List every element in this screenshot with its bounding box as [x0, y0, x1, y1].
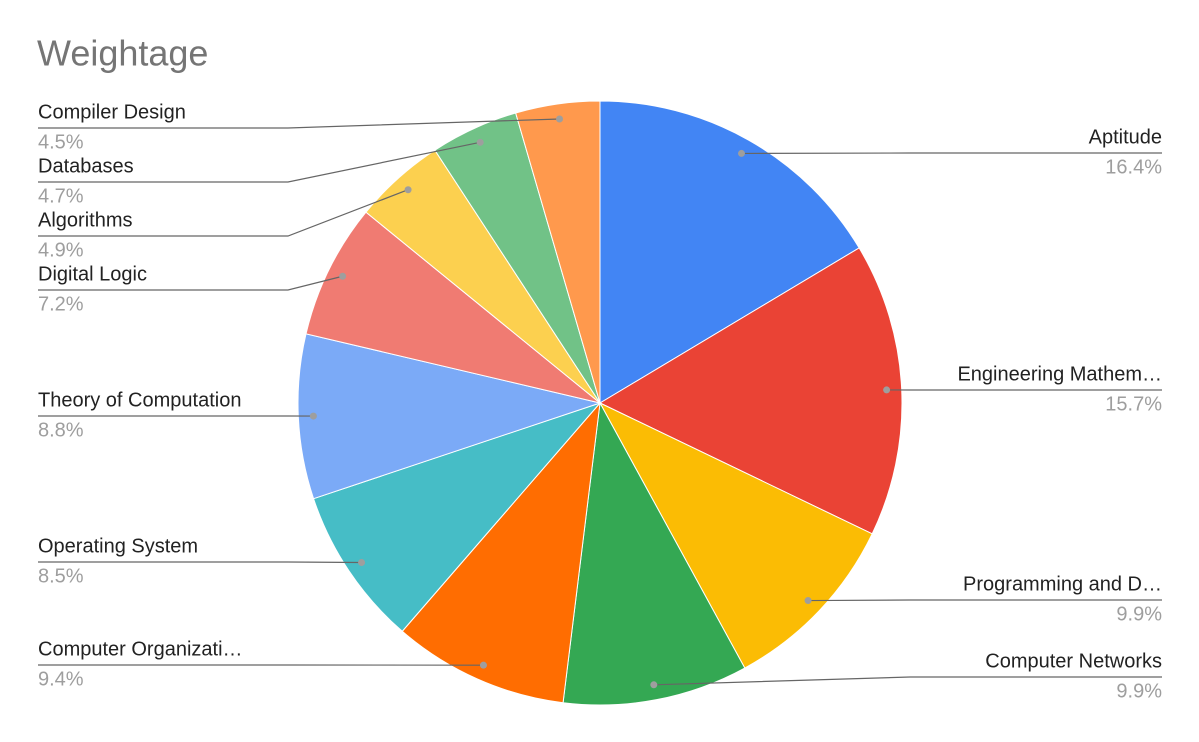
slice-label: Compiler Design — [38, 101, 186, 123]
leader-dot — [358, 559, 366, 567]
slice-label: Algorithms — [38, 209, 132, 231]
slice-label: Digital Logic — [38, 263, 147, 285]
leader-dot — [556, 115, 564, 123]
slice-label: Operating System — [38, 535, 198, 557]
leader-dot — [883, 386, 891, 394]
leader-line — [653, 676, 1162, 686]
leader-dot — [479, 661, 487, 669]
leader-line — [38, 118, 560, 129]
leader-dot — [339, 272, 347, 280]
slice-value-label: 15.7% — [1105, 393, 1162, 415]
slice-value-label: 7.2% — [38, 293, 84, 315]
leader-line — [38, 561, 362, 564]
leader-dot — [309, 412, 317, 420]
pie-slice — [562, 401, 746, 706]
slice-label: Engineering Mathem… — [957, 363, 1162, 385]
slice-label: Computer Networks — [985, 650, 1162, 672]
slice-value-label: 9.9% — [1116, 680, 1162, 702]
leader-line — [38, 141, 481, 183]
slice-value-label: 8.8% — [38, 419, 84, 441]
slice-value-label: 16.4% — [1105, 156, 1162, 178]
leader-dot — [476, 138, 484, 146]
leader-dot — [404, 186, 412, 194]
pie-slice — [297, 333, 602, 500]
slice-label: Theory of Computation — [38, 389, 241, 411]
slice-value-label: 4.5% — [38, 131, 84, 153]
slice-value-label: 8.5% — [38, 565, 84, 587]
slice-value-label: 4.9% — [38, 239, 84, 261]
slice-label: Computer Organizati… — [38, 638, 243, 660]
slice-label: Aptitude — [1089, 126, 1162, 148]
leader-line — [808, 599, 1162, 602]
leader-line — [38, 189, 409, 237]
slice-label: Programming and D… — [963, 573, 1162, 595]
leader-dot — [650, 681, 658, 689]
slice-value-label: 4.7% — [38, 185, 84, 207]
pie-slice — [599, 100, 860, 404]
pie-slice — [598, 247, 903, 535]
pie-slice — [312, 401, 602, 632]
slice-value-label: 9.4% — [38, 668, 84, 690]
chart-title: Weightage — [37, 33, 208, 74]
pie-slice — [401, 401, 601, 704]
pie-slice — [515, 100, 601, 404]
slice-label: Databases — [38, 155, 134, 177]
slice-value-label: 9.9% — [1116, 603, 1162, 625]
leader-dot — [737, 149, 745, 157]
pie-slice — [598, 401, 873, 669]
leader-line — [38, 275, 343, 291]
leader-dot — [804, 597, 812, 605]
pie-slice — [305, 211, 601, 404]
